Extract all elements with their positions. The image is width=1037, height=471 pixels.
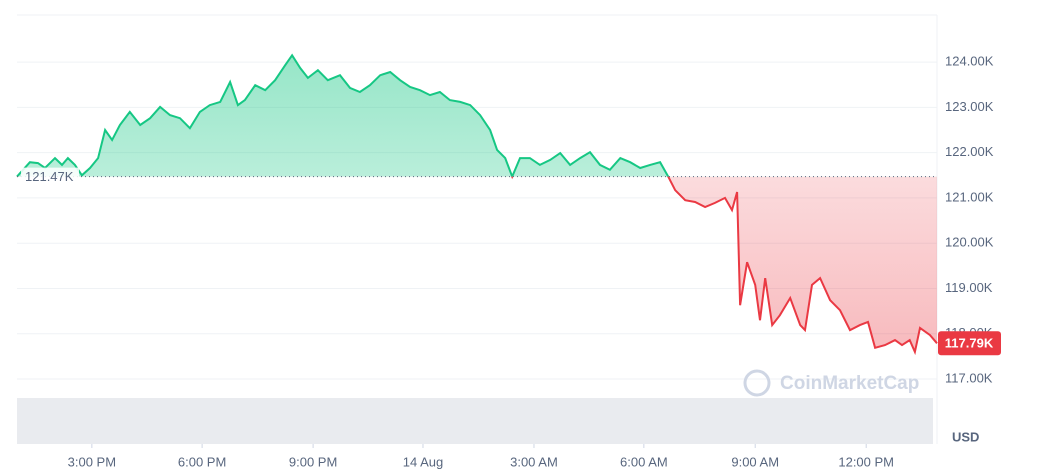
currency-label: USD [952,429,979,444]
y-tick-label: 121.00K [945,189,994,204]
watermark: CoinMarketCap [743,369,919,397]
last-price-label: 117.79K [945,336,994,351]
last-price-badge [938,331,1001,356]
line-down [17,176,938,356]
x-tick-label: 3:00 AM [510,454,558,469]
y-tick-label: 123.00K [945,99,994,114]
y-tick-label: 122.00K [945,144,994,159]
x-tick-label: 6:00 AM [620,454,668,469]
baseline-label: 121.47K [25,169,74,184]
area-down [668,176,937,352]
x-tick-label: 3:00 PM [68,454,116,469]
y-tick-label: 120.00K [945,235,994,250]
line-up [16,53,670,177]
area-up [17,55,937,177]
x-tick-label: 6:00 PM [178,454,226,469]
watermark-text: CoinMarketCap [780,373,919,394]
x-tick-label: 12:00 PM [838,454,894,469]
x-tick-label: 9:00 PM [289,454,337,469]
y-tick-label: 124.00K [945,54,994,69]
baseline-label-bg [21,167,79,186]
y-tick-label: 119.00K [945,280,993,295]
volume-band [17,398,933,444]
x-tick-label: 14 Aug [403,454,444,469]
y-tick-label: 117.00K [945,370,993,385]
x-tick-label: 9:00 AM [731,454,779,469]
